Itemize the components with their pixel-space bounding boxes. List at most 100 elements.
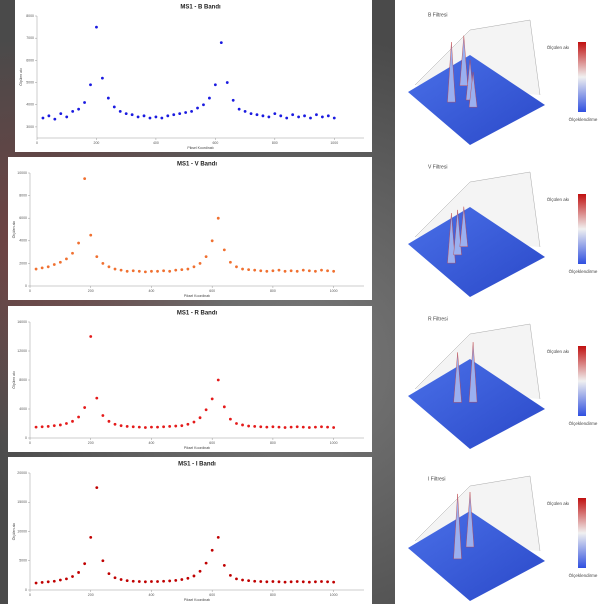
surface-floor: [408, 511, 545, 601]
data-point: [71, 419, 74, 423]
data-point: [107, 265, 111, 269]
y-tick-label: 7000: [26, 36, 34, 40]
data-point: [143, 426, 147, 429]
chart-panel: [8, 457, 372, 604]
data-point: [271, 269, 275, 273]
data-point: [101, 262, 105, 265]
data-point: [131, 269, 135, 273]
data-point: [106, 96, 110, 100]
data-point: [59, 112, 63, 115]
data-point: [125, 425, 129, 428]
z-axis-label: Ölçülen akı: [547, 500, 570, 506]
x-tick-label: 400: [153, 141, 159, 145]
surface-floor: [408, 207, 545, 297]
data-point: [160, 116, 164, 120]
data-point: [332, 269, 336, 273]
x-tick-label: 600: [212, 141, 218, 145]
data-point: [83, 177, 87, 181]
x-tick-label: 400: [149, 289, 155, 293]
data-point: [283, 426, 287, 429]
data-point: [198, 569, 202, 573]
data-point: [225, 81, 229, 84]
data-point: [180, 578, 184, 581]
x-tick-label: 800: [270, 593, 276, 597]
data-point: [119, 268, 123, 272]
data-point: [119, 578, 123, 581]
surface-peak: [453, 493, 462, 560]
y-axis-label: Ölçülen akı: [12, 221, 16, 239]
x-tick-label: 800: [272, 141, 278, 145]
data-point: [210, 548, 214, 552]
data-point: [265, 269, 269, 273]
data-point: [174, 268, 178, 272]
data-point: [237, 107, 241, 111]
data-point: [186, 422, 190, 426]
data-point: [46, 580, 50, 584]
data-point: [186, 267, 190, 271]
y-tick-label: 4000: [19, 239, 27, 243]
data-point: [259, 269, 263, 273]
data-point: [52, 263, 56, 266]
x-tick-label: 1000: [330, 141, 338, 145]
y-tick-label: 8000: [19, 378, 27, 382]
data-point: [168, 425, 172, 428]
x-axis-label: Piksel Koordinatı: [184, 294, 210, 298]
surface-title: I Filtresi: [428, 476, 446, 482]
x-axis-label: Piksel Koordinatı: [184, 598, 210, 602]
data-point: [314, 425, 317, 429]
surface-peak: [447, 42, 456, 103]
z-axis-label: Ölçülen akı: [547, 44, 570, 50]
y-tick-label: 15000: [17, 500, 27, 504]
data-point: [332, 580, 336, 584]
x-axis-label: Piksel Koordinatı: [187, 146, 213, 150]
data-point: [65, 257, 68, 261]
data-point: [58, 260, 62, 264]
data-point: [71, 575, 74, 578]
y-tick-label: 3000: [26, 125, 34, 129]
data-point: [241, 267, 244, 271]
surface-peak: [468, 342, 478, 403]
y-tick-label: 5000: [26, 80, 34, 84]
x-tick-label: 0: [29, 593, 31, 597]
data-point: [180, 268, 184, 272]
data-point: [174, 424, 178, 428]
data-point: [289, 425, 293, 429]
data-point: [150, 580, 153, 583]
colorbar: [578, 346, 586, 416]
data-point: [320, 115, 324, 119]
data-point: [71, 251, 74, 255]
x-tick-label: 200: [94, 141, 100, 145]
surface-peak: [447, 213, 456, 264]
data-point: [184, 111, 188, 114]
x-tick-label: 600: [209, 441, 215, 445]
data-point: [41, 116, 45, 120]
data-point: [271, 425, 275, 429]
data-point: [283, 269, 287, 273]
x-tick-label: 800: [270, 441, 276, 445]
z-axis-label: Ölçülen akı: [547, 348, 570, 354]
data-point: [190, 109, 193, 113]
data-point: [71, 109, 75, 113]
y-tick-label: 6000: [19, 216, 27, 220]
data-point: [46, 265, 50, 269]
data-point: [259, 580, 263, 583]
data-point: [222, 564, 226, 567]
y-axis-label: Ölçülen akı: [12, 371, 16, 389]
data-point: [112, 105, 116, 109]
data-point: [118, 109, 122, 113]
data-point: [277, 425, 281, 429]
data-point: [320, 425, 323, 429]
data-point: [216, 535, 220, 539]
data-point: [113, 576, 117, 580]
data-point: [307, 269, 311, 273]
data-point: [65, 577, 68, 581]
data-point: [210, 239, 214, 243]
y-tick-label: 10000: [17, 171, 27, 175]
x-tick-label: 0: [29, 289, 31, 293]
colorbar: [578, 194, 586, 264]
y-tick-label: 0: [25, 436, 27, 440]
surface-peak: [459, 206, 469, 247]
data-point: [235, 265, 238, 269]
data-point: [101, 559, 105, 563]
x-tick-label: 200: [88, 593, 94, 597]
